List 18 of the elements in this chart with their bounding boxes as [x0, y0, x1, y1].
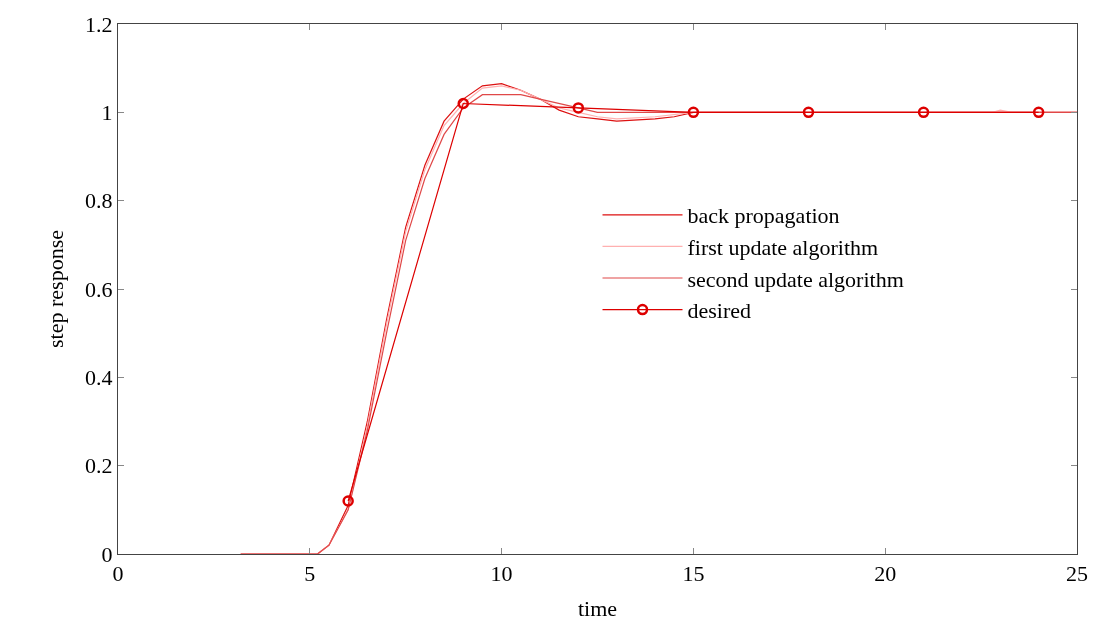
legend-label: desired [687, 298, 752, 324]
legend-label: back propagation [687, 203, 840, 229]
legend-label: first update algorithm [687, 234, 879, 260]
x-tick-label: 10 [490, 561, 513, 587]
x-tick-label: 25 [1066, 561, 1088, 587]
y-tick-label: 1 [101, 100, 113, 126]
x-tick-label: 15 [682, 561, 705, 587]
y-tick-label: 0.8 [85, 188, 113, 214]
y-tick-label: 0.6 [85, 276, 113, 302]
x-axis-title: time [577, 596, 618, 622]
legend-label: second update algorithm [687, 266, 904, 292]
y-tick-label: 0.2 [85, 453, 113, 479]
y-tick-label: 0 [101, 541, 113, 567]
y-tick-label: 1.2 [85, 11, 113, 37]
x-tick-label: 5 [304, 561, 316, 587]
y-tick-label: 0.4 [85, 365, 113, 391]
x-tick-label: 20 [874, 561, 897, 587]
y-axis-title: step response [42, 230, 68, 348]
